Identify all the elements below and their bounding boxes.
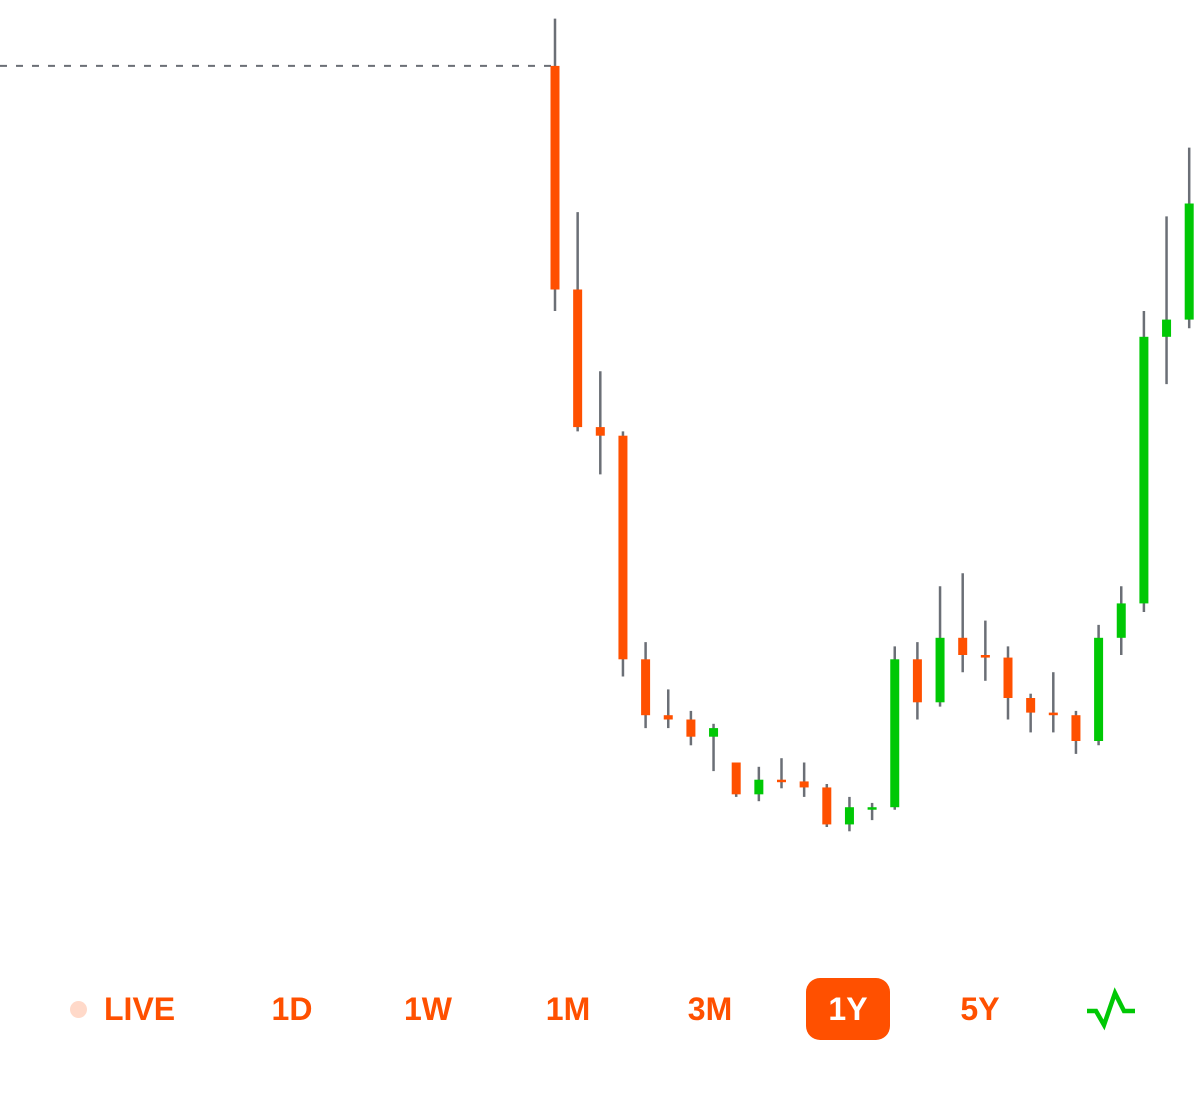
- range-1w-button[interactable]: 1W: [404, 990, 452, 1027]
- candle-body-down: [912, 659, 922, 703]
- candle-body-down: [641, 659, 651, 716]
- live-dot-icon: [70, 1000, 87, 1018]
- candlestick-chart: [0, 18, 1194, 832]
- range-1y-button[interactable]: 1Y: [806, 978, 890, 1040]
- candle-body-up: [709, 728, 719, 737]
- range-3m-button[interactable]: 3M: [687, 990, 733, 1027]
- range-1d-button[interactable]: 1D: [271, 990, 313, 1027]
- candle-body-up: [1162, 319, 1172, 337]
- candle-body-down: [663, 715, 673, 720]
- range-1m-button[interactable]: 1M: [545, 990, 591, 1027]
- chart-type-toggle-button[interactable]: [1080, 978, 1142, 1040]
- candle-body-up: [1116, 603, 1126, 638]
- line-chart-icon: [1087, 987, 1135, 1031]
- candle-body-down: [573, 289, 583, 428]
- candle-body-up: [1094, 637, 1104, 741]
- candle-body-down: [731, 762, 741, 795]
- live-label: LIVE: [104, 990, 176, 1027]
- candle-body-down: [1071, 715, 1081, 741]
- candle-body-down: [777, 779, 786, 783]
- range-5y-button[interactable]: 5Y: [960, 990, 1000, 1027]
- candle-body-down: [686, 719, 696, 737]
- candle-body-up: [1139, 336, 1149, 604]
- time-range-selector: LIVE 1D 1W 1M 3M 1Y 5Y: [0, 978, 1200, 1044]
- candle-body-down: [980, 655, 990, 658]
- candle-body-down: [822, 787, 832, 825]
- candle-body-down: [550, 65, 560, 290]
- candle-body-down: [1026, 698, 1036, 713]
- live-range-button[interactable]: LIVE: [70, 978, 185, 1040]
- candle-body-up: [867, 807, 877, 810]
- candle-body-down: [595, 427, 605, 436]
- price-chart[interactable]: [0, 0, 1200, 940]
- candle-body-down: [618, 435, 628, 660]
- candle-body-down: [1003, 657, 1013, 698]
- candle-body-up: [1184, 203, 1194, 320]
- candle-body-down: [799, 781, 809, 788]
- candle-body-up: [754, 779, 764, 795]
- candle-body-up: [935, 637, 945, 703]
- candle-body-down: [1048, 712, 1058, 716]
- candle-body-up: [890, 659, 900, 808]
- candles-group: [550, 18, 1194, 832]
- candle-body-up: [844, 807, 854, 825]
- candle-body-down: [958, 637, 968, 655]
